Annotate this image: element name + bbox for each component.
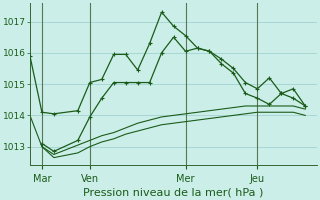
X-axis label: Pression niveau de la mer( hPa ): Pression niveau de la mer( hPa ) (84, 187, 264, 197)
